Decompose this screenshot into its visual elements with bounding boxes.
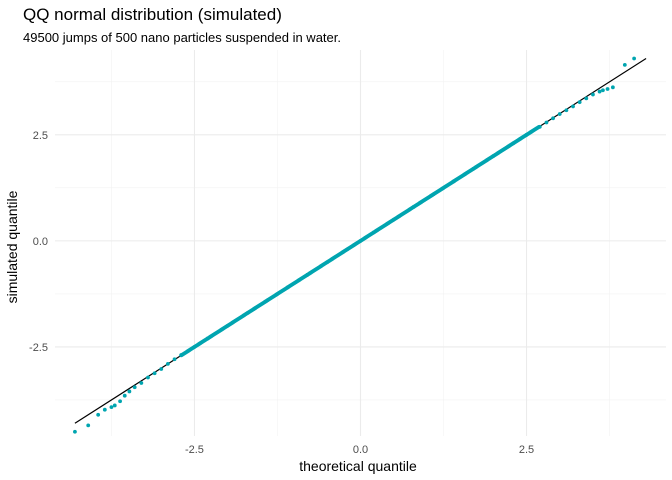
x-tick-label: 2.5 [519,444,534,456]
data-point [166,361,170,366]
data-point [86,423,91,428]
chart-title: QQ normal distribution (simulated) [23,5,282,24]
data-point [544,120,549,125]
x-tick-labels: -2.5 0.0 2.5 [185,444,534,456]
data-point [571,104,575,109]
data-point [122,393,127,398]
data-point [584,96,589,101]
data-point [118,399,122,404]
data-point [112,403,117,408]
y-axis-title: simulated quantile [4,190,20,303]
y-tick-labels: -2.5 0.0 2.5 [29,130,48,354]
y-tick-label: -2.5 [29,342,48,354]
data-point [601,88,605,93]
y-tick-label: 2.5 [33,130,48,142]
data-point [127,389,132,394]
data-point [102,407,107,412]
y-tick-label: 0.0 [33,236,48,248]
data-point [591,92,595,97]
data-point [96,412,101,417]
data-point [557,112,562,116]
x-axis-title: theoretical quantile [299,458,417,474]
data-point [172,357,177,362]
data-point [632,56,637,61]
data-point [132,385,137,390]
x-tick-label: 0.0 [353,444,368,456]
data-point [622,62,627,67]
data-point [159,367,164,371]
data-point [597,89,602,94]
data-point [564,108,569,113]
data-point [577,100,582,105]
chart-subtitle: 49500 jumps of 500 nano particles suspen… [23,30,341,45]
data-point [152,371,157,376]
data-point [610,85,615,90]
x-tick-label: -2.5 [185,444,204,456]
data-point [109,405,114,410]
data-point [551,116,555,121]
data-point [73,429,77,434]
data-point [605,87,610,91]
data-point [146,375,150,380]
data-point [537,124,541,129]
data-point [139,381,144,385]
data-points [73,56,637,434]
